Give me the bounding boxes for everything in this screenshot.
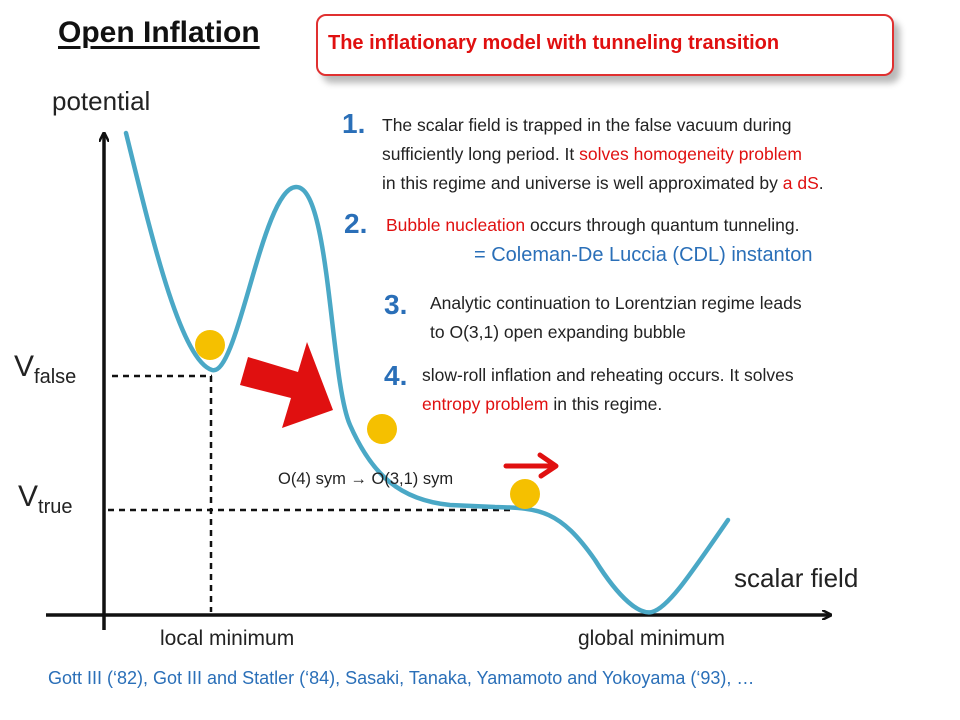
subtitle: The inflationary model with tunneling tr… [328, 32, 780, 54]
y-axis-label: potential [52, 86, 151, 116]
step-phrase: to O(3,1) open expanding bubble [430, 322, 686, 342]
step-line: slow-roll inflation and reheating occurs… [422, 361, 794, 390]
step-4-text: slow-roll inflation and reheating occurs… [422, 361, 794, 419]
x-axis-label: scalar field [734, 563, 859, 593]
step-phrase: . [818, 173, 824, 193]
highlighted-phrase: solves homogeneity problem [579, 144, 802, 164]
step-1-number: 1. [342, 108, 366, 139]
step-phrase: The scalar field is trapped in the false… [382, 115, 792, 135]
step-2-number: 2. [344, 208, 368, 239]
step-line: Bubble nucleation occurs through quantum… [386, 211, 799, 240]
highlighted-phrase: entropy problem [422, 394, 549, 414]
step-phrase: sufficiently long period. It [382, 144, 580, 164]
step-1-text: The scalar field is trapped in the false… [382, 111, 824, 198]
v-true-label: Vtrue [18, 480, 73, 518]
step-phrase: Analytic continuation to Lorentzian regi… [430, 293, 802, 313]
rolling-arrow [503, 452, 559, 479]
step-line: to O(3,1) open expanding bubble [430, 318, 802, 347]
v-false-label: Vfalse [14, 350, 77, 388]
highlighted-phrase: Bubble nucleation [386, 215, 526, 235]
local-minimum-label: local minimum [160, 627, 295, 650]
global-minimum-label: global minimum [578, 627, 726, 650]
step-3-number: 3. [384, 289, 408, 320]
subtitle-box [316, 14, 894, 76]
page-title: Open Inflation [58, 16, 260, 49]
step-line: entropy problem in this regime. [422, 390, 794, 419]
false-vacuum-ball [195, 330, 225, 360]
potential-curve [123, 130, 731, 615]
step-3-text: Analytic continuation to Lorentzian regi… [430, 289, 802, 347]
slow-roll-ball [510, 479, 540, 509]
step-line: in this regime and universe is well appr… [382, 169, 824, 198]
step-4-number: 4. [384, 360, 408, 391]
step-line: Analytic continuation to Lorentzian regi… [430, 289, 802, 318]
step-phrase: occurs through quantum tunneling. [525, 215, 800, 235]
step-phrase: in this regime. [548, 394, 663, 414]
references: Gott III (‘82), Got III and Statler (‘84… [48, 668, 755, 688]
highlighted-phrase: a dS [782, 173, 819, 193]
step-line: sufficiently long period. It solves homo… [382, 140, 824, 169]
tunneling-arrow [240, 342, 333, 428]
tunneled-ball [367, 414, 397, 444]
step-phrase: in this regime and universe is well appr… [382, 173, 783, 193]
step-phrase: slow-roll inflation and reheating occurs… [422, 365, 794, 385]
symmetry-label: O(4) sym → O(3,1) sym [278, 470, 454, 488]
step-line: The scalar field is trapped in the false… [382, 111, 824, 140]
cdl-instanton-note: = Coleman-De Luccia (CDL) instanton [474, 244, 813, 266]
step-2-text: Bubble nucleation occurs through quantum… [386, 211, 799, 240]
